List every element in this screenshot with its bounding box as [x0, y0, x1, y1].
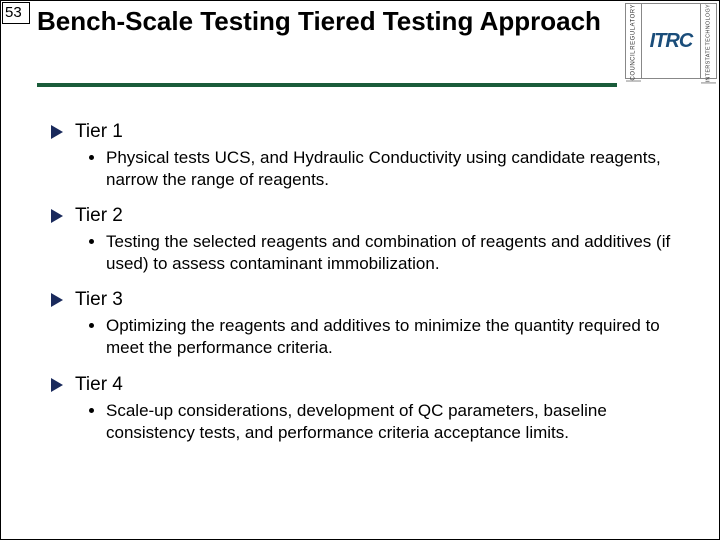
tier-label: Tier 3 [75, 289, 123, 311]
logo-left-bottom-text: REGULATORY [626, 4, 641, 50]
content-area: Tier 1 Physical tests UCS, and Hydraulic… [51, 121, 679, 458]
tier-label: Tier 2 [75, 205, 123, 227]
tier-detail-row: Scale-up considerations, development of … [89, 400, 679, 444]
tier-label: Tier 4 [75, 374, 123, 396]
tier-detail-row: Optimizing the reagents and additives to… [89, 315, 679, 359]
arrow-bullet-icon [51, 293, 63, 307]
logo-left-strip: REGULATORY COUNCIL [626, 4, 642, 78]
title-underline [37, 83, 617, 87]
tier-2-block: Tier 2 Testing the selected reagents and… [51, 205, 679, 275]
tier-detail-row: Testing the selected reagents and combin… [89, 231, 679, 275]
tier-1-block: Tier 1 Physical tests UCS, and Hydraulic… [51, 121, 679, 191]
tier-detail-text: Physical tests UCS, and Hydraulic Conduc… [106, 147, 679, 191]
tier-row: Tier 2 [51, 205, 679, 227]
arrow-bullet-icon [51, 209, 63, 223]
tier-row: Tier 4 [51, 374, 679, 396]
logo-right-strip: TECHNOLOGY INTERSTATE [700, 4, 716, 78]
logo-center-text: ITRC [642, 4, 700, 78]
tier-label: Tier 1 [75, 121, 123, 143]
logo-left-top-text: COUNCIL [626, 50, 641, 82]
tier-row: Tier 3 [51, 289, 679, 311]
logo-right-top-text: INTERSTATE [701, 46, 716, 83]
tier-detail-text: Testing the selected reagents and combin… [106, 231, 679, 275]
arrow-bullet-icon [51, 125, 63, 139]
tier-detail-text: Scale-up considerations, development of … [106, 400, 679, 444]
slide-header: Bench-Scale Testing Tiered Testing Appro… [37, 7, 619, 37]
slide-number: 53 [2, 2, 30, 24]
tier-detail-row: Physical tests UCS, and Hydraulic Conduc… [89, 147, 679, 191]
tier-4-block: Tier 4 Scale-up considerations, developm… [51, 374, 679, 444]
tier-3-block: Tier 3 Optimizing the reagents and addit… [51, 289, 679, 359]
tier-detail-text: Optimizing the reagents and additives to… [106, 315, 679, 359]
dot-bullet-icon [89, 323, 94, 328]
logo-right-bottom-text: TECHNOLOGY [701, 4, 716, 46]
arrow-bullet-icon [51, 378, 63, 392]
dot-bullet-icon [89, 155, 94, 160]
itrc-logo: REGULATORY COUNCIL ITRC TECHNOLOGY INTER… [625, 3, 717, 79]
dot-bullet-icon [89, 239, 94, 244]
slide-title: Bench-Scale Testing Tiered Testing Appro… [37, 7, 619, 37]
tier-row: Tier 1 [51, 121, 679, 143]
dot-bullet-icon [89, 408, 94, 413]
